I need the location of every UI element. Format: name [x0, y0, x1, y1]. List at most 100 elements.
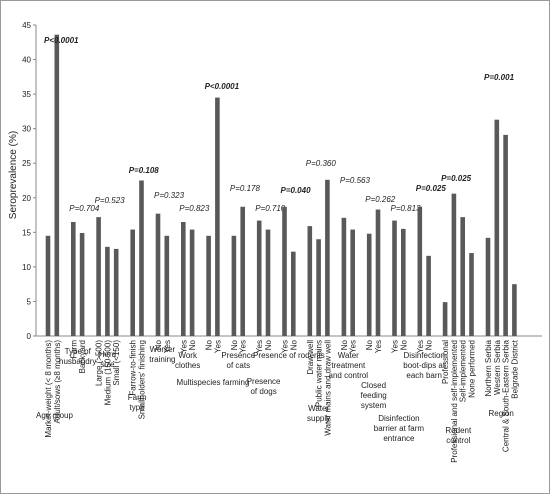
- group-label-line: type: [130, 403, 146, 412]
- category-label: Yes: [391, 340, 400, 353]
- group-label-line: of dogs: [250, 387, 276, 396]
- bar: [316, 239, 321, 336]
- y-tick-label: 45: [22, 21, 31, 30]
- group-label-line: Work: [178, 351, 198, 360]
- group-label-line: Disinfection: [378, 414, 419, 423]
- category-label: Small (<150): [112, 340, 121, 386]
- bar: [503, 134, 508, 336]
- category-label: No: [365, 339, 374, 350]
- p-value: P=0.108: [129, 166, 160, 175]
- y-tick-label: 25: [22, 159, 31, 168]
- category-label: Yes: [179, 340, 188, 353]
- bar: [45, 235, 51, 336]
- group-label-line: Presence of rodents: [253, 351, 325, 360]
- bar: [512, 284, 517, 336]
- bar: [79, 233, 85, 336]
- bar: [494, 119, 500, 336]
- group-label: Region: [489, 409, 514, 418]
- group-label-line: each barn: [406, 371, 442, 380]
- group-label-line: barrier at farm: [374, 424, 425, 433]
- category-label: Farm: [69, 340, 78, 359]
- category-label: Yes: [281, 340, 290, 353]
- category-label: No: [399, 339, 408, 350]
- category-label: Belgrade District: [510, 339, 519, 398]
- p-value: P=0.360: [306, 159, 337, 168]
- bar: [240, 206, 245, 336]
- category-label: No: [340, 339, 349, 350]
- group-label-line: husbandry: [59, 357, 96, 366]
- bar: [96, 217, 101, 336]
- bar: [215, 97, 220, 336]
- category-label: No: [154, 339, 163, 350]
- p-value: P=0.001: [484, 73, 515, 82]
- group-label-line: Age group: [36, 411, 73, 420]
- y-tick-label: 15: [22, 228, 31, 237]
- bar: [113, 248, 119, 336]
- bar: [282, 206, 287, 336]
- y-axis-label: Seroprevalence (%): [8, 131, 19, 219]
- p-value: P=0.040: [281, 186, 312, 195]
- group-label: Water treatment and control: [329, 351, 369, 380]
- bar: [265, 229, 271, 336]
- category-label: Self-implemented: [459, 340, 468, 402]
- group-label-line: Disinfection: [404, 351, 445, 360]
- category-label: Yes: [239, 340, 248, 353]
- group-label: Disinfection boot-dips at each barn: [403, 351, 446, 380]
- p-value: P=0.704: [69, 204, 100, 213]
- group-label-line: Type of: [65, 347, 92, 356]
- bar: [485, 237, 491, 336]
- group-label-line: size: [100, 360, 115, 369]
- group-label: Presence of cats: [221, 351, 255, 370]
- group-label-line: clothes: [175, 361, 200, 370]
- bar: [426, 255, 431, 336]
- category-label: Yes: [255, 340, 264, 353]
- group-label-line: boot-dips at: [403, 361, 446, 370]
- group-label: Disinfection barrier at farm entrance: [374, 414, 425, 443]
- category-label: Yes: [163, 340, 172, 353]
- group-label: Multispecies farming: [177, 378, 250, 387]
- bar: [417, 206, 423, 336]
- bar: [401, 228, 406, 336]
- group-label-line: Farm: [128, 393, 147, 402]
- category-label: Public water mains: [315, 340, 324, 407]
- p-value: P=0.262: [365, 195, 396, 204]
- category-label: No: [188, 339, 197, 350]
- group-label: Closed feeding system: [360, 381, 386, 410]
- p-value: P=0.178: [230, 184, 261, 193]
- category-label: Yes: [374, 340, 383, 353]
- y-tick-label: 30: [22, 125, 31, 134]
- group-label-line: and control: [329, 371, 369, 380]
- group-label: Water supply: [307, 404, 330, 423]
- category-label: Western Serbia: [493, 339, 502, 395]
- category-label: Draw well: [306, 340, 315, 375]
- bar: [350, 229, 355, 336]
- category-label: Yes: [213, 340, 222, 353]
- bar: [155, 213, 161, 336]
- bar: [139, 180, 144, 336]
- group-label: Rodent control: [445, 426, 472, 445]
- group-label-line: Presence: [247, 377, 281, 386]
- group-label-line: system: [361, 401, 387, 410]
- bar: [71, 221, 76, 336]
- group-label: Age group: [36, 411, 73, 420]
- group-label: Type of husbandry: [59, 347, 96, 366]
- category-label: Backyard: [78, 340, 87, 373]
- category-label: Farrow-to-finish: [129, 340, 138, 396]
- bar: [451, 193, 457, 336]
- bar: [460, 217, 465, 336]
- bar: [206, 235, 211, 336]
- bar: [164, 235, 170, 336]
- category-label: No: [425, 339, 434, 350]
- group-label-line: Closed: [361, 381, 386, 390]
- bar: [366, 233, 372, 336]
- group-label: Presence of rodents: [253, 351, 325, 360]
- group-label-line: Water: [338, 351, 359, 360]
- bar: [469, 253, 474, 336]
- category-label: Yes: [349, 340, 358, 353]
- p-value: P=0.823: [179, 204, 210, 213]
- group-label: Work clothes: [175, 351, 200, 370]
- bar: [105, 246, 110, 336]
- p-value: P=0.710: [255, 204, 286, 213]
- group-label-line: of cats: [227, 361, 251, 370]
- y-tick-label: 35: [22, 90, 31, 99]
